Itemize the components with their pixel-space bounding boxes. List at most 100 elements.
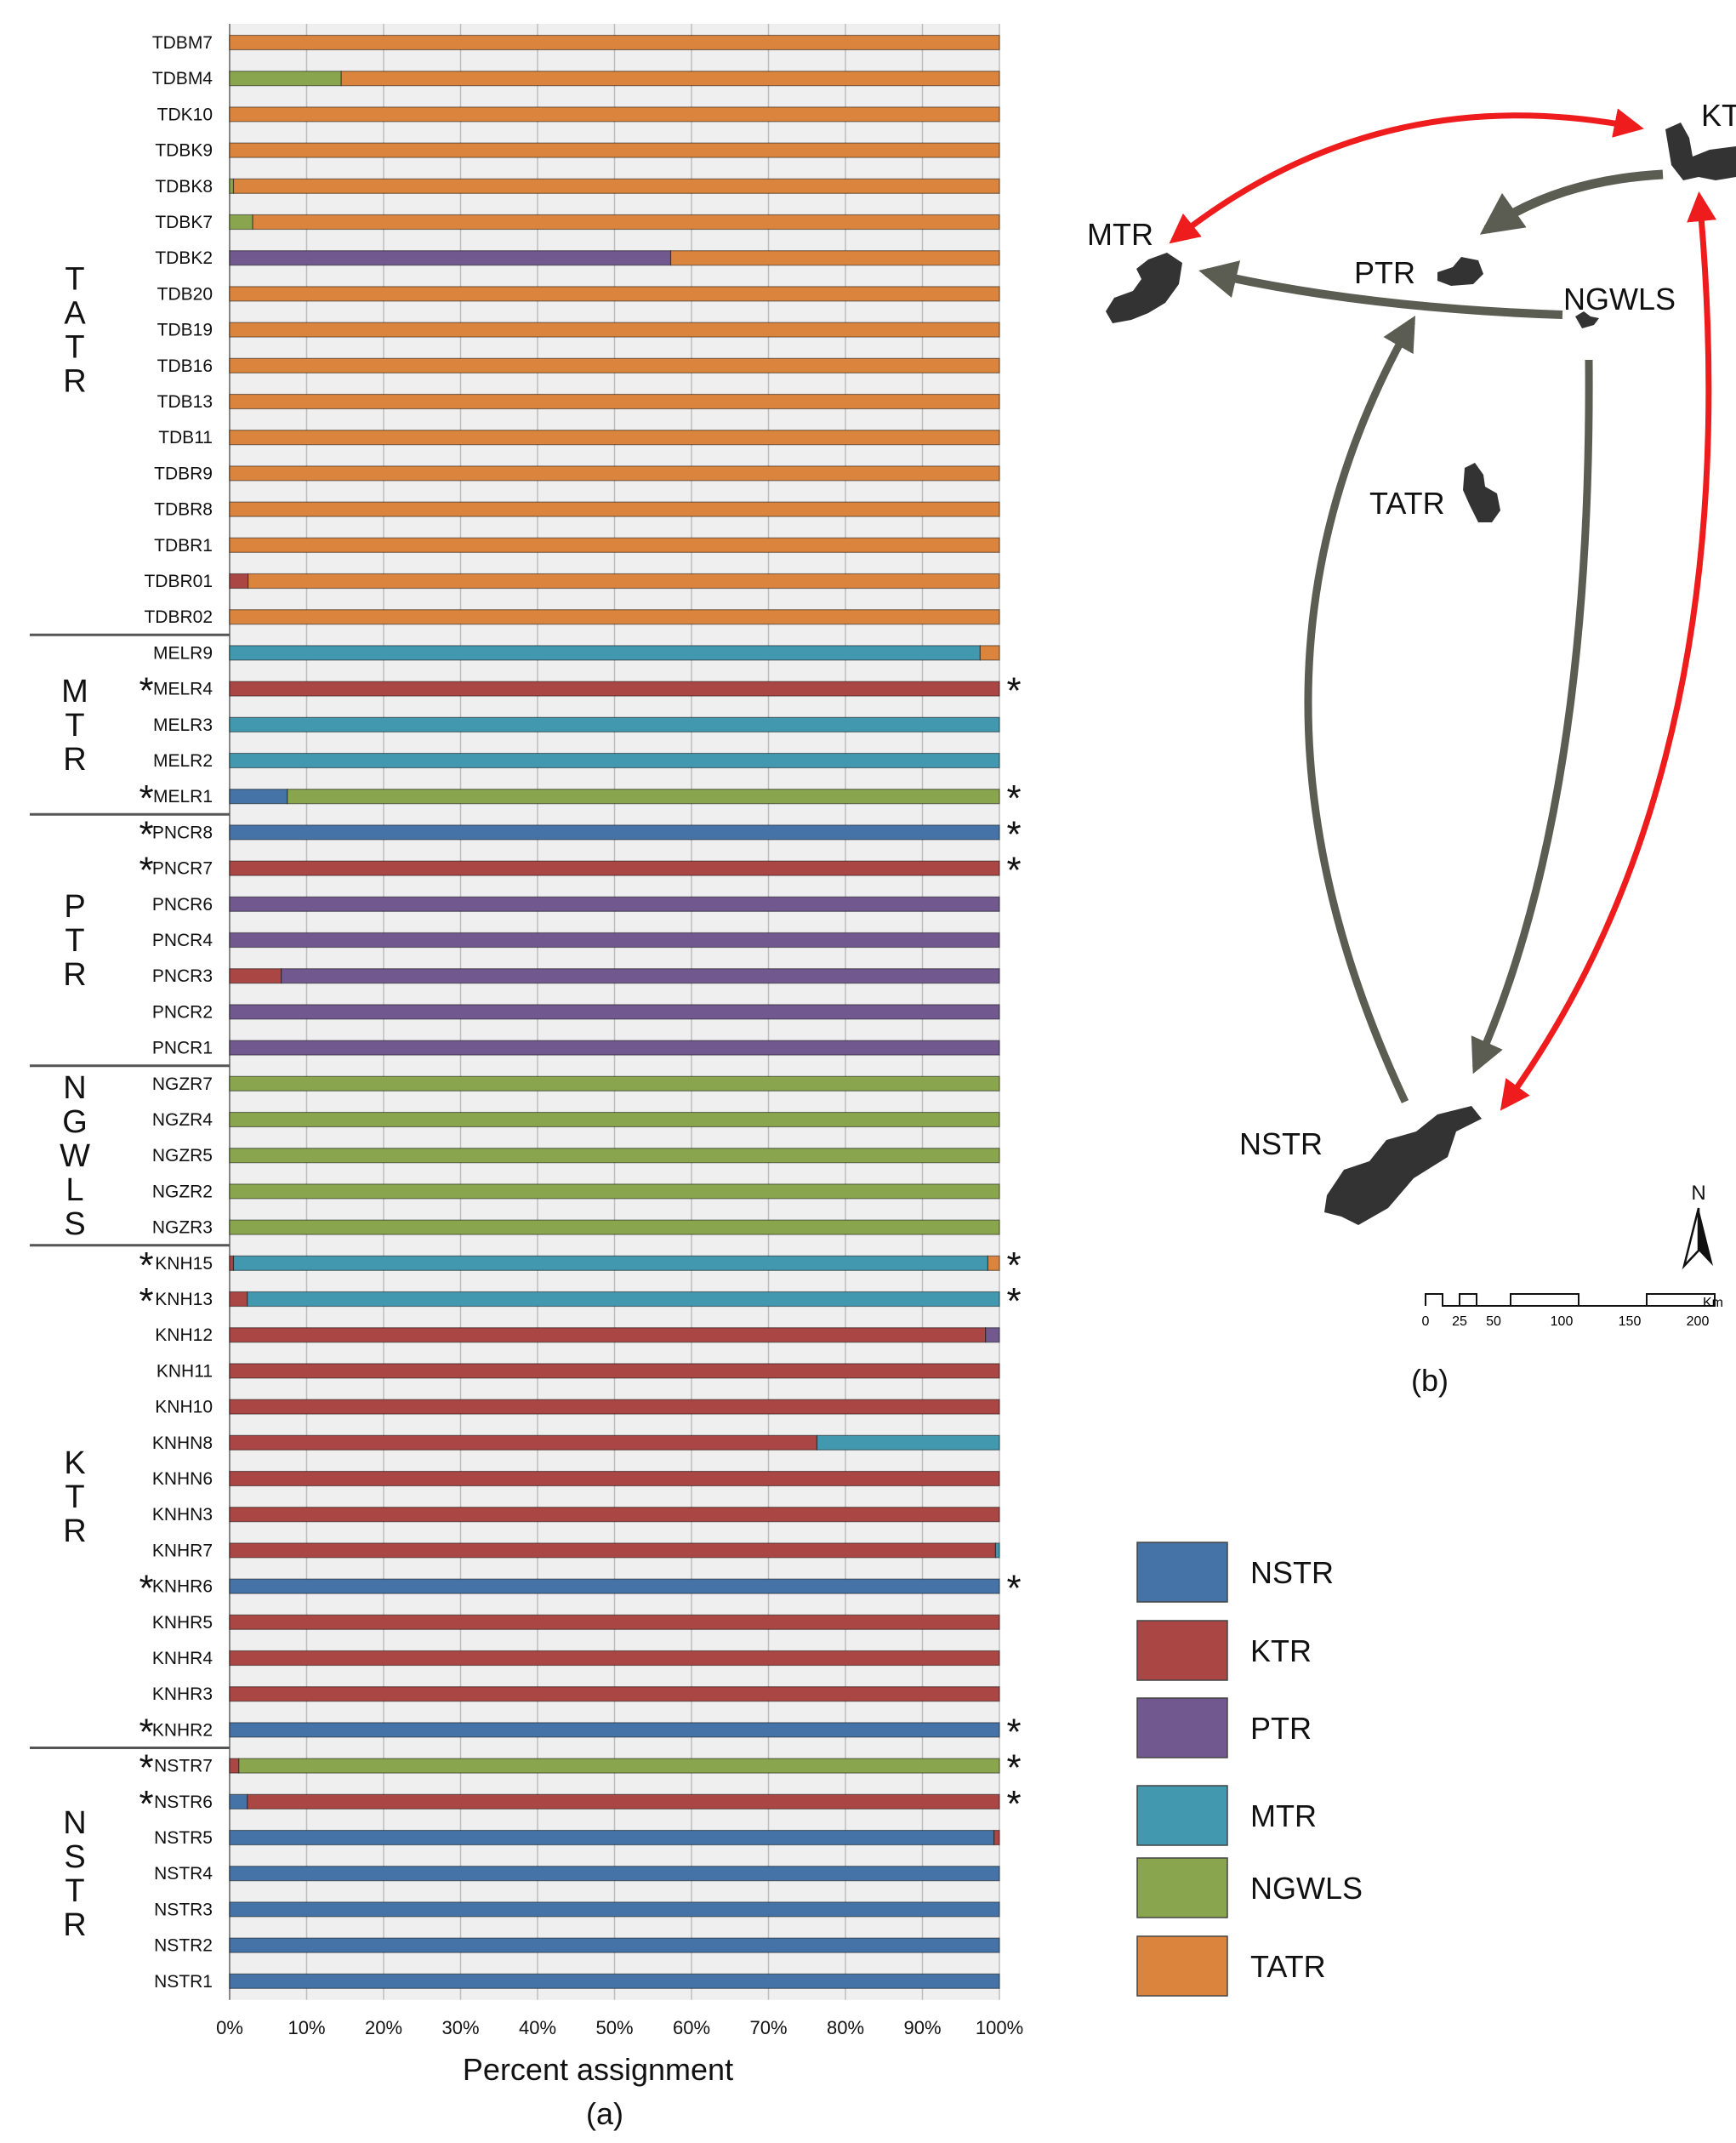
row-label: NSTR5 [154, 1828, 213, 1848]
row-label: TDBM4 [152, 69, 213, 88]
significance-marker-left: * [139, 670, 153, 712]
row-label: TDB16 [157, 356, 213, 376]
ptr-region-shape [1437, 257, 1483, 286]
row-label: TDBK9 [155, 141, 213, 161]
row-label: KNHR5 [152, 1613, 213, 1633]
row-label: TDB13 [157, 392, 213, 412]
bar-row: PNCR7* * [139, 850, 1021, 892]
bar-segment-mtr [229, 716, 1000, 732]
bar-row: KNHN6 [152, 1469, 1000, 1489]
bar-row: TDBR02 [144, 607, 1000, 627]
bar-row: TDBR9 [154, 464, 1000, 483]
bar-row: TDB11 [158, 428, 1000, 447]
row-label: NSTR6 [154, 1792, 213, 1812]
row-label: TDBK8 [155, 177, 213, 197]
bar-segment-tatr [340, 71, 1000, 87]
bar-row: KNH10 [155, 1398, 1000, 1417]
svg-text:T: T [65, 330, 84, 366]
bar-segment-tatr [229, 537, 1000, 553]
significance-marker-left: * [139, 1711, 153, 1753]
row-label: KNHN8 [152, 1433, 213, 1453]
row-label: NGZR4 [152, 1110, 213, 1130]
bar-segment-ktr [229, 681, 1000, 697]
svg-text:T: T [65, 1873, 84, 1909]
bar-row: TDB20 [157, 284, 1000, 304]
row-label: KNH13 [155, 1290, 213, 1309]
row-label: NSTR1 [154, 1972, 213, 1992]
legend-swatch [1136, 1620, 1228, 1681]
svg-text:M: M [61, 674, 88, 710]
svg-text:200: 200 [1687, 1314, 1710, 1329]
north-arrow-icon: N [1682, 1182, 1713, 1270]
significance-marker-right: * [1006, 778, 1021, 819]
map-label-ptr: PTR [1354, 255, 1415, 290]
row-label: PNCR8 [152, 823, 213, 842]
bar-row: KNHR6* * [139, 1568, 1021, 1610]
row-label: NSTR2 [154, 1936, 213, 1956]
row-label: KNHR7 [152, 1541, 213, 1560]
bar-segment-tatr [229, 393, 1000, 410]
bar-segment-nstr [229, 1578, 1000, 1594]
legend-swatch [1136, 1857, 1228, 1918]
bar-row: PNCR6 [152, 895, 1000, 915]
bar-row: MELR2 [153, 751, 1000, 771]
row-label: TDK10 [157, 105, 213, 124]
bar-row: TDB13 [157, 392, 1000, 412]
row-label: TDBR9 [154, 464, 213, 483]
bar-segment-ptr [229, 1004, 1000, 1020]
bar-row: TDBK7 [155, 213, 1000, 232]
svg-text:50: 50 [1486, 1314, 1501, 1329]
bar-segment-ktr [229, 1758, 240, 1774]
significance-marker-right: * [1006, 1711, 1021, 1753]
bar-row: TDBM4 [152, 69, 1000, 88]
bar-segment-ngwls [287, 789, 1000, 805]
bar-row: KNHN8 [152, 1433, 1000, 1453]
x-tick-label: 100% [976, 2017, 1023, 2038]
significance-marker-right: * [1006, 813, 1021, 855]
bar-segment-ptr [229, 1040, 1000, 1056]
bar-segment-ngwls [229, 1148, 1000, 1164]
svg-text:T: T [65, 708, 84, 744]
bar-row: PNCR3 [152, 966, 1000, 986]
bar-segment-ktr [229, 860, 1000, 876]
svg-text:N: N [1691, 1182, 1705, 1205]
bar-segment-tatr [232, 178, 1000, 194]
bar-segment-nstr [229, 1829, 995, 1846]
legend-swatch [1136, 1697, 1228, 1758]
bar-segment-nstr [229, 789, 288, 805]
bar-row: MELR9 [153, 643, 1000, 663]
x-tick-label: 20% [365, 2017, 402, 2038]
row-label: KNHN6 [152, 1469, 213, 1489]
row-label: TDB11 [158, 428, 213, 447]
bar-segment-ktr [229, 1434, 818, 1451]
svg-text:25: 25 [1452, 1314, 1467, 1329]
row-label: KNHR4 [152, 1649, 213, 1668]
bar-row: NGZR7 [152, 1074, 1000, 1094]
svg-text:P: P [64, 889, 85, 925]
bar-row: MELR4* * [139, 670, 1021, 712]
significance-marker-left: * [139, 813, 153, 855]
bar-segment-ktr [247, 1793, 1000, 1810]
row-label: KNHR2 [152, 1720, 213, 1740]
svg-text:G: G [62, 1104, 88, 1140]
bar-segment-ktr [229, 968, 282, 984]
row-label: NSTR3 [154, 1900, 213, 1919]
bar-segment-ktr [229, 1470, 1000, 1487]
bar-segment-tatr [229, 34, 1000, 51]
row-label: MELR3 [153, 715, 213, 735]
map-label-ktr: KT [1701, 98, 1736, 133]
bar-segment-nstr [229, 824, 1000, 841]
bar-row: KNH12 [155, 1325, 1000, 1345]
row-label: TDBR8 [154, 500, 213, 520]
bar-segment-tatr [252, 214, 1000, 231]
group-label-mtr: MTR [61, 674, 88, 778]
svg-text:R: R [63, 957, 86, 993]
row-label: NSTR7 [154, 1757, 213, 1776]
tatr-region-shape [1463, 463, 1500, 522]
row-label: PNCR4 [152, 931, 213, 950]
arrow-ktr-mtr [1169, 108, 1644, 244]
row-label: NGZR2 [152, 1182, 213, 1201]
bar-row: PNCR8* * [139, 813, 1021, 855]
arrow-ngwls-mtr [1198, 260, 1563, 319]
bar-row: TDBM7 [152, 33, 1000, 53]
